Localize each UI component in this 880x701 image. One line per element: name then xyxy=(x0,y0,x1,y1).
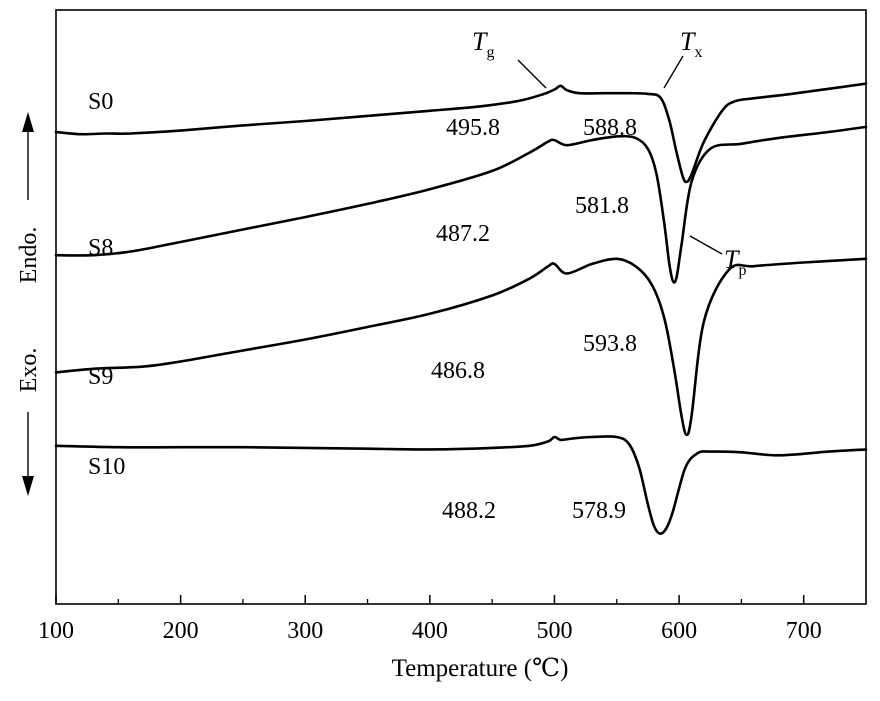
tp-marker-label: Tp xyxy=(724,245,746,279)
series-label-s9: S9 xyxy=(88,364,113,390)
x-axis-ticks: 100 200 300 400 500 600 700 xyxy=(38,595,822,644)
x-tick-label: 500 xyxy=(536,618,572,644)
value-label-s8-tg: 487.2 xyxy=(436,221,490,247)
curve-s10 xyxy=(54,435,868,536)
curve-s9 xyxy=(54,257,868,437)
tg-leader-line xyxy=(517,59,547,89)
x-tick-label: 400 xyxy=(412,618,448,644)
y-axis-side-labels: Endo. Exo. xyxy=(16,112,42,496)
tg-marker-label: Tg xyxy=(472,27,494,61)
x-axis-title: Temperature (℃) xyxy=(392,655,569,682)
x-tick-label: 200 xyxy=(163,618,199,644)
series-label-s8: S8 xyxy=(88,235,113,261)
x-tick-label: 600 xyxy=(661,618,697,644)
x-tick-label: 700 xyxy=(786,618,822,644)
plot-frame xyxy=(55,9,867,605)
value-label-s8-tx: 581.8 xyxy=(575,193,629,219)
x-tick-label: 300 xyxy=(287,618,323,644)
endo-label: Endo. xyxy=(16,227,42,284)
value-label-s9-tg: 486.8 xyxy=(431,358,485,384)
curve-s8 xyxy=(54,125,868,284)
value-label-s10-tx: 578.9 xyxy=(572,498,626,524)
curve-s0 xyxy=(54,82,868,184)
plot-border xyxy=(55,9,867,605)
exo-arrow-head xyxy=(22,476,34,496)
value-label-s0-tg: 495.8 xyxy=(446,115,500,141)
series-label-s0: S0 xyxy=(88,89,113,115)
value-label-s10-tg: 488.2 xyxy=(442,498,496,524)
curves xyxy=(54,82,868,536)
curve-labels: S0 S8 S9 S10 495.8 588.8 487.2 581.8 486.8 593.8 4… xyxy=(88,27,746,524)
tx-leader-line xyxy=(663,55,684,89)
series-label-s10: S10 xyxy=(88,454,125,480)
exo-label: Exo. xyxy=(16,348,42,393)
value-label-s0-tx: 588.8 xyxy=(583,115,637,141)
value-label-s9-tx: 593.8 xyxy=(583,331,637,357)
tp-leader-line xyxy=(689,235,723,255)
endo-arrow-head xyxy=(22,112,34,132)
x-tick-label: 100 xyxy=(38,618,74,644)
tx-marker-label: Tx xyxy=(680,27,702,61)
